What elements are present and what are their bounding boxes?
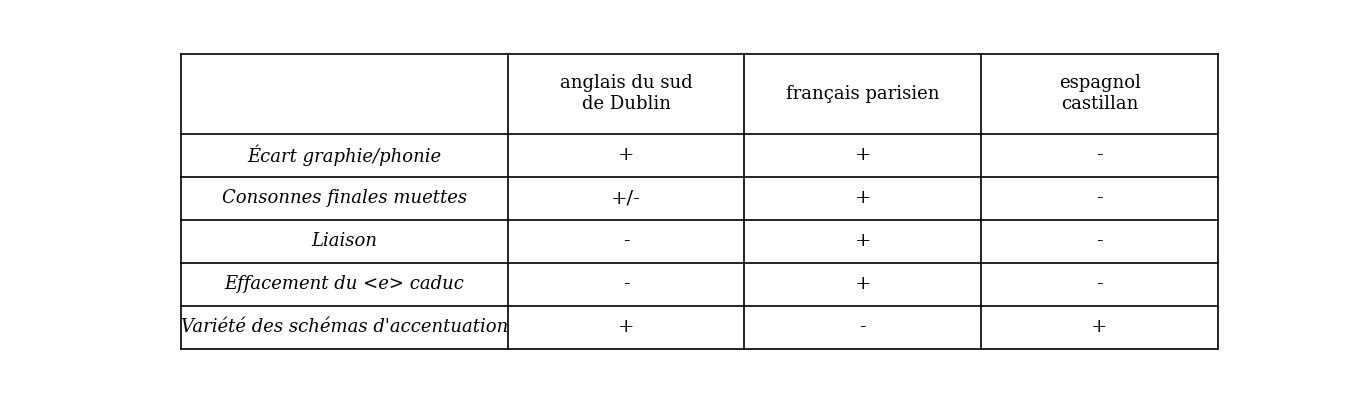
Text: Effacement du <e> caduc: Effacement du <e> caduc (225, 275, 464, 293)
Text: -: - (1096, 232, 1103, 250)
Text: +: + (618, 146, 635, 164)
Text: anglais du sud
de Dublin: anglais du sud de Dublin (560, 75, 692, 113)
Text: +: + (1091, 318, 1108, 336)
Text: -: - (860, 318, 867, 336)
Text: Écart graphie/phonie: Écart graphie/phonie (247, 144, 441, 166)
Text: +: + (854, 146, 871, 164)
Text: Liaison: Liaison (311, 232, 378, 250)
Text: -: - (1096, 275, 1103, 293)
Text: -: - (622, 275, 629, 293)
Text: Variété des schémas d'accentuation: Variété des schémas d'accentuation (180, 318, 508, 336)
Text: espagnol
castillan: espagnol castillan (1059, 75, 1141, 113)
Text: Consonnes finales muettes: Consonnes finales muettes (222, 189, 467, 207)
Text: +/-: +/- (612, 189, 642, 207)
Text: +: + (854, 189, 871, 207)
Text: -: - (622, 232, 629, 250)
Text: +: + (854, 275, 871, 293)
Text: -: - (1096, 146, 1103, 164)
Text: français parisien: français parisien (786, 85, 939, 103)
Text: +: + (854, 232, 871, 250)
Text: -: - (1096, 189, 1103, 207)
Text: +: + (618, 318, 635, 336)
